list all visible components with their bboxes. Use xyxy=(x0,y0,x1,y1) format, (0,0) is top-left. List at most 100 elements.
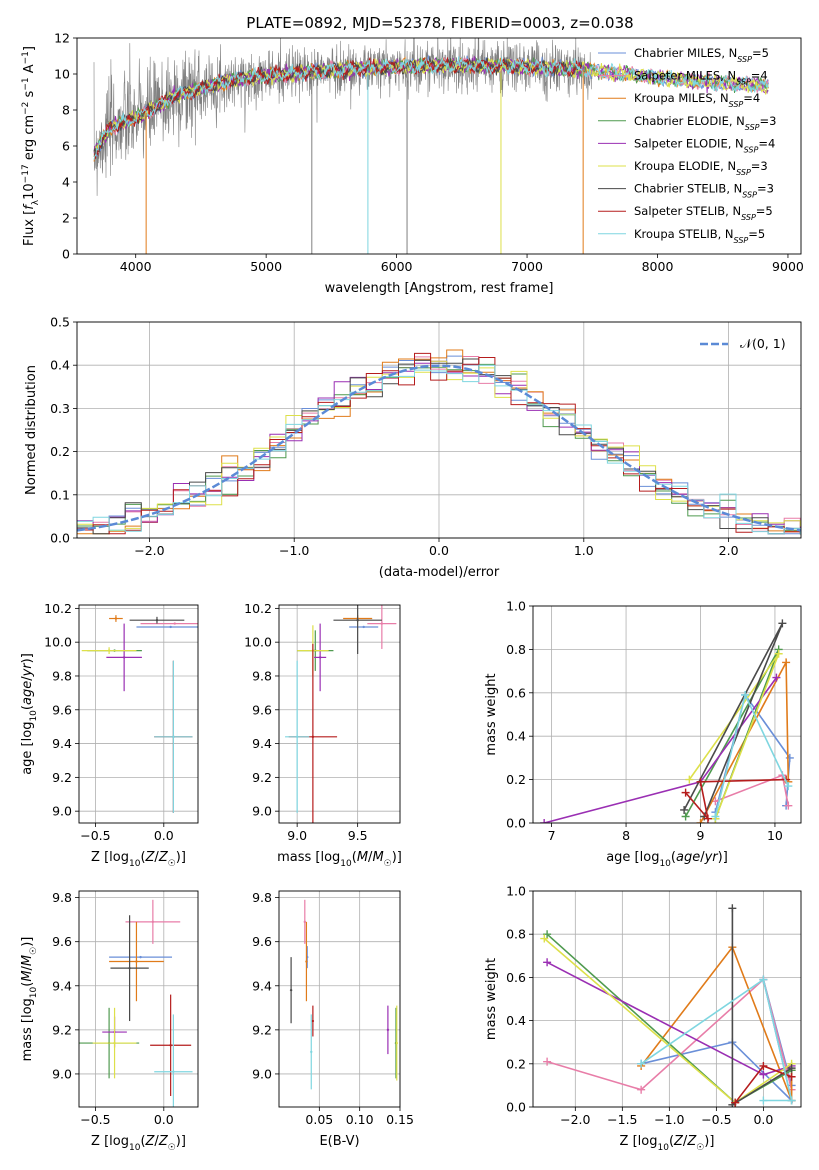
x-tick-label: 0.05 xyxy=(305,1112,333,1127)
data-point xyxy=(305,960,308,963)
y-tick-label: 0.2 xyxy=(506,772,526,787)
y-axis-label: Normed distribution xyxy=(24,365,39,495)
data-point xyxy=(395,1041,398,1045)
y-tick-label: 10.2 xyxy=(244,601,272,616)
data-point xyxy=(311,735,315,739)
data-point xyxy=(362,625,365,629)
y-axis-label: mass weight xyxy=(484,958,499,1040)
mass-weight-marker xyxy=(703,814,712,823)
mass-weight-marker xyxy=(784,782,793,791)
x-tick-label: 9000 xyxy=(772,259,804,274)
y-tick-label: 0.0 xyxy=(506,1100,526,1115)
legend-entry: Kroupa MILES, NSSP=4 xyxy=(634,91,760,109)
x-tick-label: 8000 xyxy=(642,259,674,274)
y-tick-label: 9.8 xyxy=(52,890,72,905)
y-tick-label: 9.2 xyxy=(252,770,272,785)
x-tick-label: 0.0 xyxy=(753,1112,773,1127)
mass-weight-marker xyxy=(728,904,737,913)
mass-weight-line xyxy=(714,693,791,813)
residuals-plot-area xyxy=(77,349,801,535)
y-tick-label: 0.2 xyxy=(506,1056,526,1071)
y-tick-label: 9.8 xyxy=(52,668,72,683)
x-tick-label: 10 xyxy=(767,828,783,843)
x-tick-label: 9.5 xyxy=(348,828,368,843)
mass_vs_ebv-plot-area xyxy=(289,899,398,1090)
mass-weight-marker xyxy=(774,649,783,658)
y-tick-label: 0.4 xyxy=(50,358,70,373)
mass_vs_Z-plot-area xyxy=(79,899,193,1107)
y-axis-label: age [log10(age/yr)] xyxy=(20,653,39,775)
y-tick-label: 9.8 xyxy=(252,890,272,905)
x-tick-label: 0.0 xyxy=(154,1112,174,1127)
mass-weight-marker xyxy=(759,975,768,984)
x-tick-label: 8 xyxy=(622,828,630,843)
spectrum-chart: 4000 5000 6000 7000 8000 9000 0 2 4 6 8 10 12 wavelen… xyxy=(21,31,804,297)
legend-entry: Salpeter MILES, NSSP=4 xyxy=(634,69,768,87)
data-point xyxy=(386,1028,390,1032)
y-tick-label: 6 xyxy=(62,139,70,154)
x-axis-label: mass [log10(M/M☉)] xyxy=(277,850,402,869)
mass-weight-marker xyxy=(543,930,552,939)
observed-spectrum-line xyxy=(93,38,593,196)
mass-weight-marker xyxy=(772,673,781,682)
axes-frame xyxy=(76,321,802,539)
data-point xyxy=(169,1044,172,1047)
x-tick-label: 0.10 xyxy=(346,1112,374,1127)
y-tick-label: 0.1 xyxy=(50,487,70,502)
age_vs_mass-plot-area xyxy=(285,605,397,823)
legend-entry: Salpeter STELIB, NSSP=5 xyxy=(634,204,773,222)
mass-weight-marker xyxy=(759,1061,768,1070)
mass_vs_ebv-chart: 0.05 0.10 0.15 9.0 9.2 9.4 9.6 9.8 E(B-V) xyxy=(252,890,414,1149)
y-tick-label: 0 xyxy=(62,247,70,262)
data-point xyxy=(107,649,111,652)
y-tick-label: 9.2 xyxy=(252,1022,272,1037)
data-point xyxy=(172,1070,175,1073)
y-tick-label: 10 xyxy=(54,67,70,82)
legend-entry: Kroupa STELIB, NSSP=5 xyxy=(634,227,765,245)
data-point xyxy=(169,625,172,629)
data-point xyxy=(155,619,159,622)
axes-frame xyxy=(78,890,199,1108)
x-tick-label: 7 xyxy=(548,828,556,843)
axes-frame xyxy=(76,37,802,255)
y-tick-label: 0.2 xyxy=(50,444,70,459)
mass-weight-marker xyxy=(782,658,791,667)
y-tick-label: 0.0 xyxy=(506,816,526,831)
x-axis-label: Z [log10(Z/Z☉)] xyxy=(91,850,186,869)
mass-weight-marker xyxy=(731,1098,740,1107)
x-axis-label: Z [log10(Z/Z☉)] xyxy=(620,1134,715,1153)
x-tick-label: 5000 xyxy=(250,259,282,274)
model-spectrum-line xyxy=(93,56,769,160)
mass-weight-marker xyxy=(540,819,549,823)
y-tick-label: 9.2 xyxy=(52,1022,72,1037)
residual-histogram-step xyxy=(77,360,801,535)
y-tick-label: 9.6 xyxy=(252,702,272,717)
y-tick-label: 0.6 xyxy=(506,970,526,985)
mass-weight-marker xyxy=(696,819,705,823)
x-tick-label: 0.15 xyxy=(386,1112,414,1127)
x-axis-label: age [log10(age/yr)] xyxy=(606,850,728,869)
y-tick-label: 0.8 xyxy=(506,927,526,942)
x-tick-label: 9 xyxy=(697,828,705,843)
legend-entry: Chabrier MILES, NSSP=5 xyxy=(634,46,769,64)
axes-frame xyxy=(532,890,802,1108)
y-tick-label: 9.4 xyxy=(252,978,272,993)
y-tick-label: 0.3 xyxy=(50,401,70,416)
y-tick-label: 10.0 xyxy=(244,635,272,650)
y-tick-label: 9.4 xyxy=(252,736,272,751)
axes-frame xyxy=(278,604,401,824)
age_vs_Z-plot-area xyxy=(81,615,198,813)
data-point xyxy=(311,1019,315,1023)
data-point xyxy=(122,656,126,659)
data-point xyxy=(173,622,176,625)
age_vs_Z-chart: −0.5 0.0 9.0 9.2 9.4 9.6 9.8 10.0 10.2 Z [log10(Z… xyxy=(20,601,199,869)
y-tick-label: 9.0 xyxy=(52,804,72,819)
x-tick-label: −0.5 xyxy=(701,1112,731,1127)
y-axis-label: mass weight xyxy=(484,673,499,755)
data-point xyxy=(128,966,131,970)
data-point xyxy=(303,920,307,924)
y-tick-label: 1.0 xyxy=(506,599,526,614)
x-tick-label: 1.0 xyxy=(574,543,594,558)
figure-title: PLATE=0892, MJD=52378, FIBERID=0003, z=0… xyxy=(246,14,633,32)
